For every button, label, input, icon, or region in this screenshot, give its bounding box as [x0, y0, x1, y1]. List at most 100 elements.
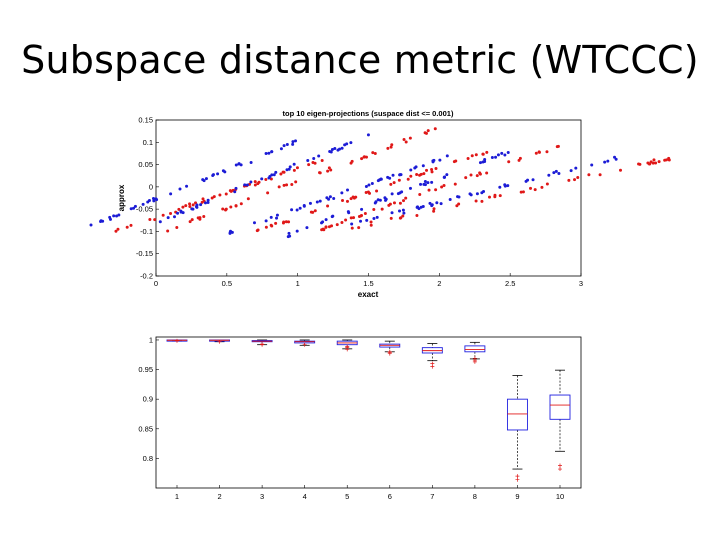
- scatter-point: [346, 188, 350, 192]
- box-outlier: [472, 356, 477, 361]
- scatter-point: [430, 180, 434, 184]
- scatter-series-6: [255, 150, 489, 233]
- scatter-point: [277, 185, 281, 189]
- scatter-point: [311, 210, 315, 214]
- scatter-point: [397, 178, 401, 182]
- scatter-point: [260, 177, 264, 181]
- scatter-point: [498, 194, 502, 198]
- scatter-point: [234, 186, 238, 190]
- scatter-point: [191, 207, 195, 211]
- scatter-point: [285, 183, 289, 187]
- scatter-point: [294, 180, 298, 184]
- scatter-point: [312, 157, 316, 161]
- scatter-point: [275, 216, 279, 220]
- scatter-point: [431, 160, 435, 164]
- scatter-point: [178, 187, 182, 191]
- scatter-point: [166, 216, 170, 220]
- scatter-point: [389, 145, 393, 149]
- scatter-chart: top 10 eigen-projections (suspace dist <…: [89, 109, 671, 299]
- scatter-point: [233, 190, 237, 194]
- box-x-tick-label: 4: [303, 492, 307, 501]
- scatter-point: [457, 195, 461, 199]
- scatter-point: [392, 181, 396, 185]
- scatter-point: [533, 188, 537, 192]
- scatter-point: [239, 202, 243, 206]
- scatter-point: [305, 226, 309, 230]
- scatter-point: [498, 185, 502, 189]
- scatter-point: [284, 220, 288, 224]
- scatter-point: [481, 152, 485, 156]
- scatter-point: [540, 185, 544, 189]
- scatter-point: [291, 140, 295, 144]
- scatter-point: [657, 160, 661, 164]
- box-outlier: [260, 342, 265, 347]
- box-y-tick-label: 0.9: [143, 395, 153, 404]
- scatter-point: [169, 192, 173, 196]
- scatter-point: [340, 220, 344, 224]
- scatter-point: [295, 166, 299, 170]
- scatter-point: [340, 146, 344, 150]
- scatter-point: [439, 202, 443, 206]
- box-y-tick-label: 0.95: [138, 365, 153, 374]
- scatter-point: [311, 161, 315, 165]
- scatter-point: [153, 218, 157, 222]
- scatter-point: [430, 168, 434, 172]
- scatter-point: [306, 159, 310, 163]
- scatter-series-4: [166, 127, 437, 233]
- scatter-point: [223, 170, 227, 174]
- scatter-point: [442, 183, 446, 187]
- box-iqr: [549, 394, 571, 420]
- scatter-point: [409, 174, 413, 178]
- scatter-point: [243, 183, 247, 187]
- box-8: [464, 341, 486, 364]
- scatter-point: [367, 183, 371, 187]
- scatter-point: [285, 168, 289, 172]
- scatter-x-tick-label: 1: [296, 279, 300, 288]
- scatter-point: [112, 214, 116, 218]
- box-x-tick-label: 8: [473, 492, 477, 501]
- scatter-point: [567, 178, 571, 182]
- scatter-point: [422, 182, 426, 186]
- scatter-point: [347, 211, 351, 215]
- box-y-tick-label: 1: [149, 335, 153, 344]
- scatter-point: [619, 168, 622, 172]
- scatter-point: [573, 178, 577, 182]
- scatter-point: [587, 173, 591, 177]
- scatter-point: [99, 219, 103, 223]
- scatter-point: [432, 207, 436, 211]
- scatter-point: [141, 202, 145, 206]
- scatter-point: [266, 191, 270, 195]
- scatter-point: [320, 228, 324, 232]
- scatter-point: [545, 182, 549, 186]
- scatter-point: [204, 201, 207, 205]
- scatter-x-tick-label: 3: [579, 279, 583, 288]
- scatter-point: [133, 204, 137, 208]
- scatter-point: [360, 157, 364, 161]
- scatter-point: [245, 183, 249, 187]
- scatter-point: [175, 226, 179, 230]
- scatter-point: [253, 183, 257, 187]
- box-9: [506, 375, 528, 482]
- scatter-xlabel: exact: [358, 290, 379, 299]
- scatter-point: [340, 191, 344, 195]
- scatter-point: [534, 151, 538, 155]
- scatter-point: [158, 220, 162, 224]
- scatter-point: [555, 145, 559, 149]
- scatter-point: [185, 184, 189, 188]
- scatter-point: [275, 213, 279, 217]
- scatter-ylabel: approx: [117, 184, 126, 211]
- scatter-point: [253, 180, 257, 184]
- box-iqr: [464, 345, 486, 353]
- scatter-title: top 10 eigen-projections (suspace dist <…: [283, 109, 454, 118]
- scatter-point: [375, 189, 379, 193]
- scatter-point: [330, 224, 334, 228]
- scatter-point: [419, 182, 423, 186]
- scatter-point: [603, 160, 607, 164]
- box-outlier: [387, 349, 392, 354]
- scatter-point: [287, 231, 291, 235]
- scatter-point: [115, 214, 119, 218]
- scatter-point: [264, 152, 268, 156]
- scatter-point: [365, 218, 369, 222]
- box-outlier: [515, 474, 520, 479]
- scatter-point: [423, 180, 427, 184]
